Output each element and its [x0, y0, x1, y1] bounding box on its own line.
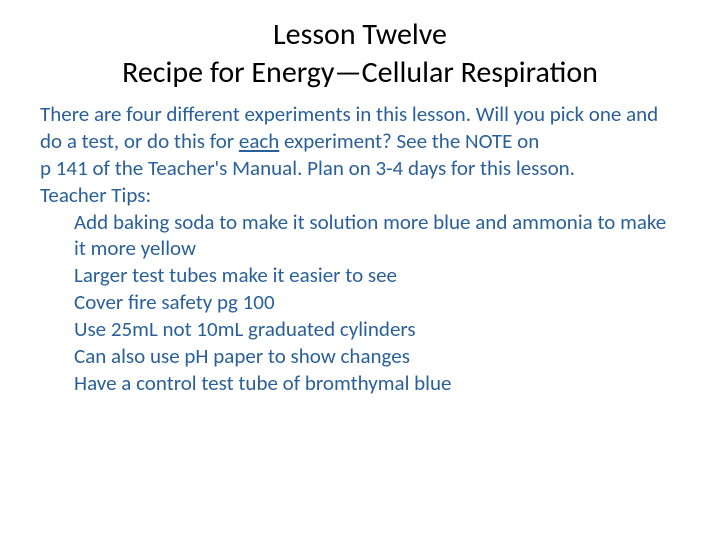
tip-item: Have a control test tube of bromthymal b… [40, 370, 680, 397]
tip-item: Can also use pH paper to show changes [40, 343, 680, 370]
tips-header: Teacher Tips: [40, 182, 680, 209]
intro-part2: experiment? See the NOTE on [279, 128, 539, 154]
tip-item: Add baking soda to make it solution more… [40, 209, 680, 263]
title-line-1: Lesson Twelve [40, 16, 680, 54]
tip-item: Larger test tubes make it easier to see [40, 262, 680, 289]
tip-item: Use 25mL not 10mL graduated cylinders [40, 316, 680, 343]
intro-underlined: each [239, 128, 279, 154]
intro-text: There are four different experiments in … [40, 101, 680, 155]
title-line-2: Recipe for Energy—Cellular Respiration [40, 54, 680, 92]
tip-item: Cover fire safety pg 100 [40, 289, 680, 316]
slide-container: Lesson Twelve Recipe for Energy—Cellular… [0, 0, 720, 540]
body-block: There are four different experiments in … [40, 101, 680, 397]
title-block: Lesson Twelve Recipe for Energy—Cellular… [40, 16, 680, 91]
intro-line4: p 141 of the Teacher's Manual. Plan on 3… [40, 155, 680, 182]
